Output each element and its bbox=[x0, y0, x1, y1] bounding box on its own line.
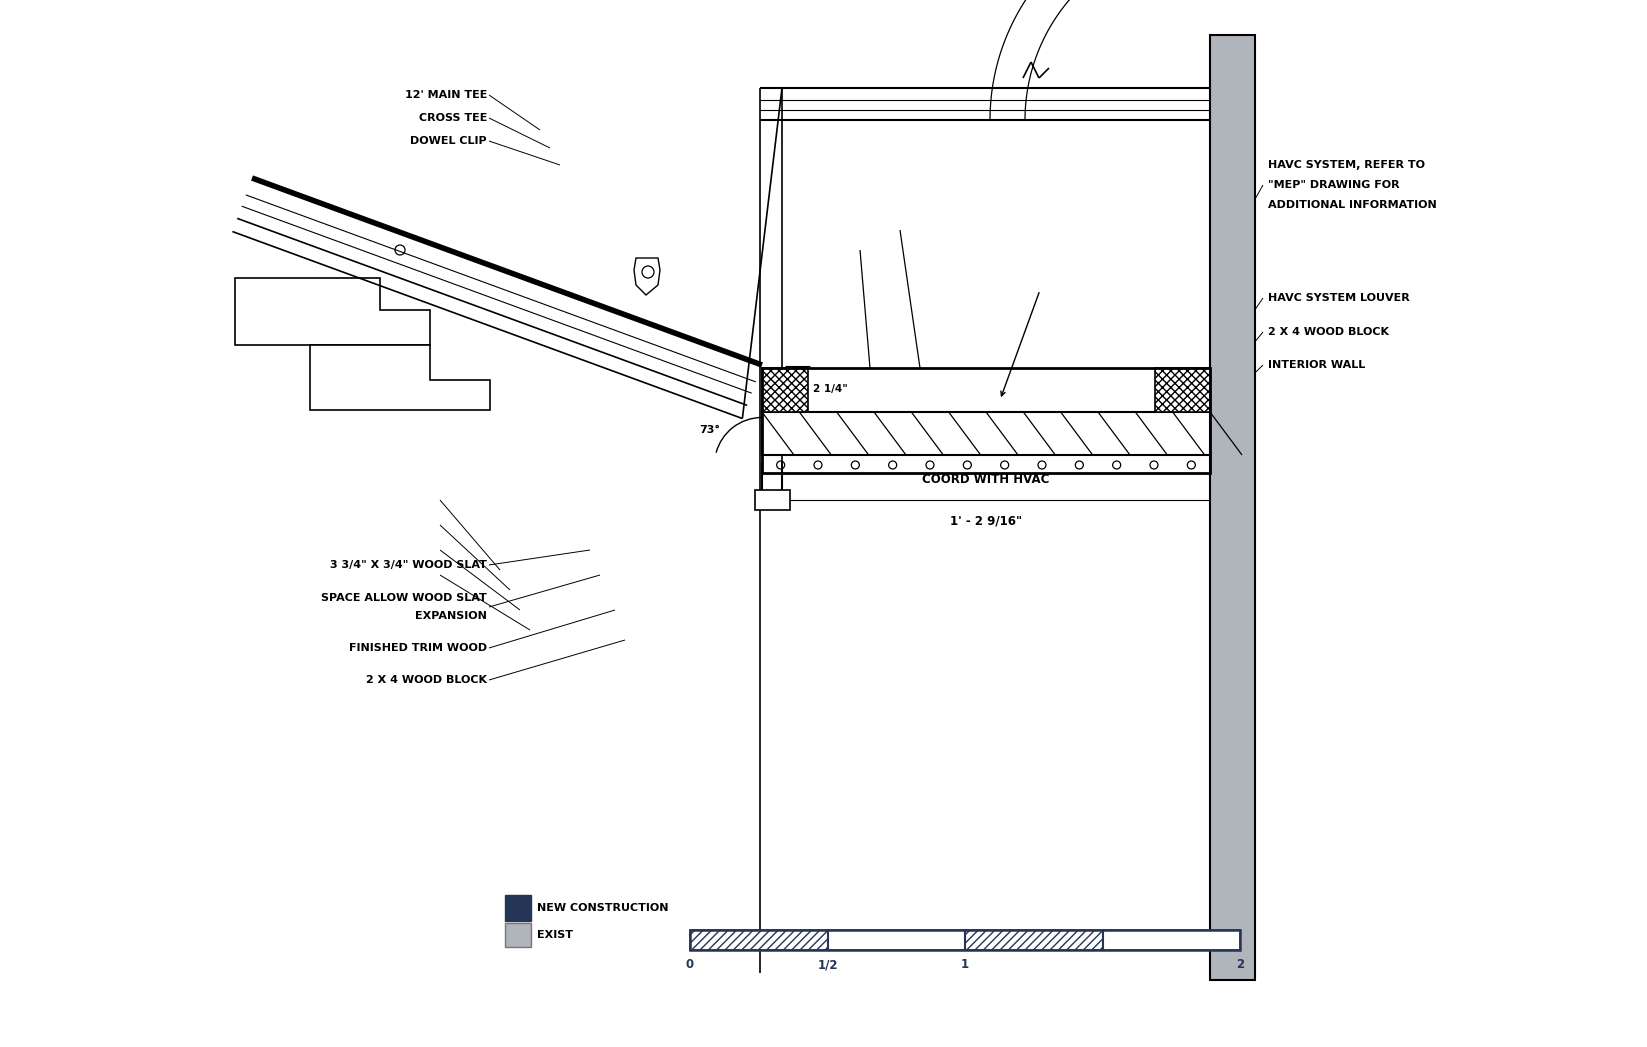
Text: 12' MAIN TEE: 12' MAIN TEE bbox=[405, 90, 488, 101]
Text: "MEP" DRAWING FOR: "MEP" DRAWING FOR bbox=[1268, 180, 1400, 190]
Text: 0: 0 bbox=[685, 958, 693, 971]
Text: SPACE ALLOW WOOD SLAT: SPACE ALLOW WOOD SLAT bbox=[321, 593, 488, 603]
Polygon shape bbox=[506, 923, 530, 946]
Text: CROSS TEE: CROSS TEE bbox=[418, 113, 488, 122]
Text: DOWEL CLIP: DOWEL CLIP bbox=[410, 136, 488, 146]
Polygon shape bbox=[1102, 930, 1240, 950]
Text: HAVC SYSTEM LOUVER: HAVC SYSTEM LOUVER bbox=[1268, 293, 1410, 303]
Polygon shape bbox=[754, 490, 791, 510]
Text: 1/2: 1/2 bbox=[817, 958, 838, 971]
Text: 2 1/4": 2 1/4" bbox=[814, 384, 848, 394]
Polygon shape bbox=[965, 930, 1102, 950]
Polygon shape bbox=[310, 346, 491, 410]
Polygon shape bbox=[236, 279, 430, 346]
Polygon shape bbox=[690, 930, 827, 950]
Text: 73°: 73° bbox=[700, 425, 720, 435]
Text: NEW CONSTRUCTION: NEW CONSTRUCTION bbox=[537, 903, 669, 913]
Text: 3 3/4" X 3/4" WOOD SLAT: 3 3/4" X 3/4" WOOD SLAT bbox=[329, 560, 488, 570]
Text: 2 X 4 WOOD BLOCK: 2 X 4 WOOD BLOCK bbox=[366, 675, 488, 685]
Polygon shape bbox=[763, 367, 809, 413]
Text: HAVC SYSTEM, REFER TO: HAVC SYSTEM, REFER TO bbox=[1268, 160, 1425, 170]
Text: ADDITIONAL INFORMATION: ADDITIONAL INFORMATION bbox=[1268, 200, 1436, 210]
Text: EXIST: EXIST bbox=[537, 930, 573, 940]
Text: EXPANSION: EXPANSION bbox=[415, 611, 488, 621]
Polygon shape bbox=[763, 413, 1211, 455]
Polygon shape bbox=[634, 258, 660, 295]
Text: COORD WITH HVAC: COORD WITH HVAC bbox=[922, 473, 1049, 486]
Polygon shape bbox=[1211, 35, 1255, 980]
Text: 2: 2 bbox=[1235, 958, 1243, 971]
Text: FINISHED TRIM WOOD: FINISHED TRIM WOOD bbox=[349, 643, 488, 653]
Polygon shape bbox=[506, 895, 530, 921]
Text: 1' - 2 9/16": 1' - 2 9/16" bbox=[950, 514, 1023, 527]
Text: INTERIOR WALL: INTERIOR WALL bbox=[1268, 360, 1365, 370]
Polygon shape bbox=[827, 930, 965, 950]
Polygon shape bbox=[1155, 367, 1211, 413]
Text: 2 X 4 WOOD BLOCK: 2 X 4 WOOD BLOCK bbox=[1268, 327, 1388, 337]
Text: 1: 1 bbox=[960, 958, 968, 971]
